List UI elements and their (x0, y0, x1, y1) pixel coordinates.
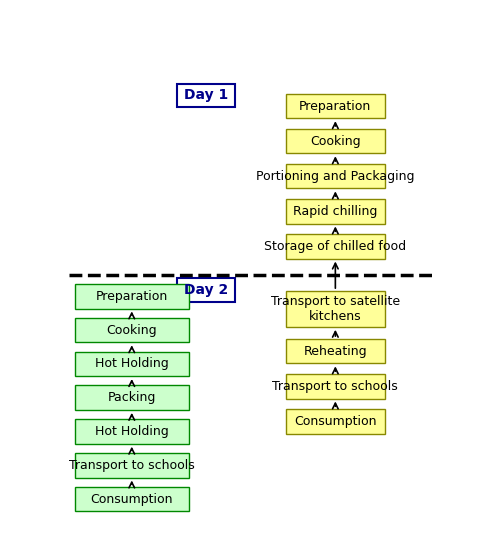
Text: Rapid chilling: Rapid chilling (293, 205, 378, 218)
Text: Consumption: Consumption (90, 492, 173, 506)
FancyBboxPatch shape (75, 487, 189, 512)
Text: Transport to schools: Transport to schools (273, 380, 398, 393)
Text: Preparation: Preparation (96, 290, 168, 302)
Text: Day 2: Day 2 (184, 283, 228, 297)
Text: Hot Holding: Hot Holding (95, 425, 168, 438)
FancyBboxPatch shape (286, 339, 385, 363)
FancyBboxPatch shape (177, 84, 235, 107)
FancyBboxPatch shape (75, 284, 189, 309)
Text: Reheating: Reheating (303, 345, 367, 358)
Text: Hot Holding: Hot Holding (95, 357, 168, 371)
Text: Consumption: Consumption (294, 415, 377, 428)
Text: Cooking: Cooking (310, 135, 361, 148)
Text: Day 1: Day 1 (184, 88, 228, 103)
FancyBboxPatch shape (286, 374, 385, 399)
FancyBboxPatch shape (75, 419, 189, 444)
FancyBboxPatch shape (286, 234, 385, 259)
FancyBboxPatch shape (75, 318, 189, 343)
Text: Packing: Packing (108, 391, 156, 404)
FancyBboxPatch shape (286, 129, 385, 153)
FancyBboxPatch shape (286, 409, 385, 434)
FancyBboxPatch shape (286, 164, 385, 188)
Text: Transport to schools: Transport to schools (69, 459, 194, 472)
FancyBboxPatch shape (177, 278, 235, 301)
FancyBboxPatch shape (286, 199, 385, 223)
Text: Transport to satellite
kitchens: Transport to satellite kitchens (271, 295, 400, 323)
FancyBboxPatch shape (75, 352, 189, 376)
Text: Storage of chilled food: Storage of chilled food (264, 240, 407, 253)
FancyBboxPatch shape (286, 291, 385, 327)
Text: Preparation: Preparation (299, 99, 372, 113)
Text: Portioning and Packaging: Portioning and Packaging (256, 170, 414, 183)
FancyBboxPatch shape (286, 94, 385, 118)
FancyBboxPatch shape (75, 453, 189, 478)
Text: Cooking: Cooking (107, 323, 157, 337)
FancyBboxPatch shape (75, 385, 189, 410)
